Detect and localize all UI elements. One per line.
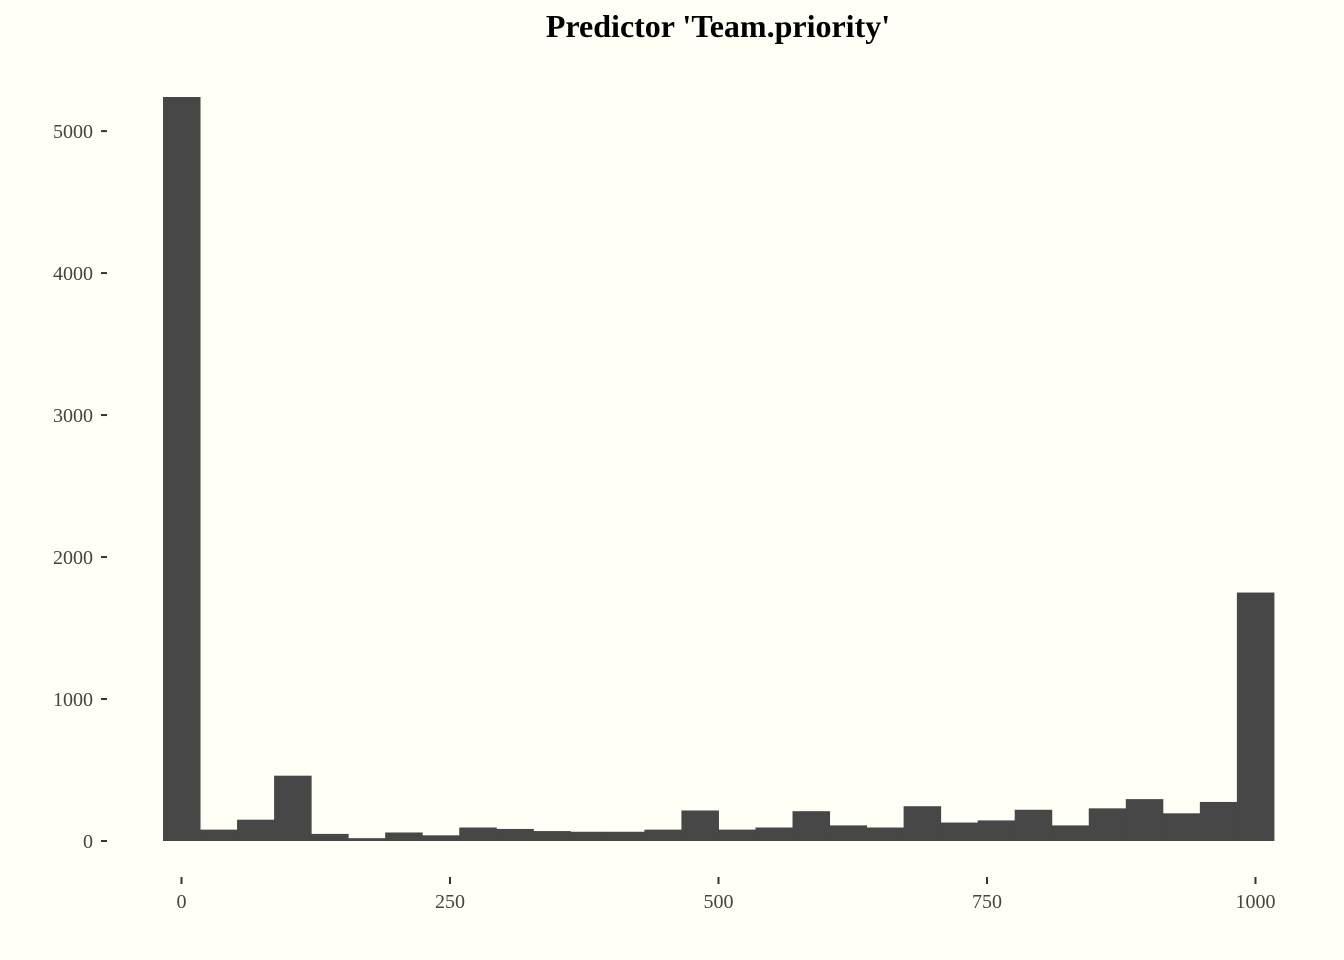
y-tick-label: 5000 — [53, 121, 93, 143]
histogram-bar — [792, 811, 831, 841]
histogram-bar — [977, 820, 1016, 841]
histogram-bar — [829, 825, 868, 841]
histogram-bar — [718, 829, 756, 841]
histogram-bar — [385, 832, 423, 841]
x-tick-label: 500 — [704, 891, 734, 913]
chart-title: Predictor 'Team.priority' — [545, 8, 891, 44]
histogram-bar — [1051, 825, 1090, 841]
y-tick-label: 2000 — [53, 547, 93, 569]
histogram-bar — [237, 819, 275, 841]
y-tick-label: 4000 — [53, 263, 93, 285]
histogram-bar — [1125, 799, 1164, 841]
histogram-bar — [755, 827, 794, 841]
histogram-bar — [1162, 813, 1201, 841]
y-tick-label: 1000 — [53, 689, 93, 711]
histogram-bar — [1236, 592, 1275, 841]
bars-group — [163, 97, 1275, 841]
y-tick-label: 0 — [83, 831, 93, 853]
histogram-bar — [681, 810, 719, 841]
y-tick-label: 3000 — [53, 405, 93, 427]
histogram-bar — [459, 827, 497, 841]
histogram-bar — [570, 831, 608, 841]
x-tick-label: 0 — [177, 891, 187, 913]
histogram-bar — [496, 828, 534, 841]
histogram-bar — [940, 822, 979, 841]
histogram-bar — [311, 833, 349, 841]
histogram-bar — [607, 831, 645, 841]
histogram-bar — [200, 829, 238, 841]
x-tick-label: 250 — [435, 891, 465, 913]
histogram-bar — [644, 829, 682, 841]
y-axis: 0 1000 2000 3000 4000 5000 — [53, 121, 107, 853]
histogram-bar — [1014, 809, 1053, 841]
histogram-bar — [1199, 801, 1238, 841]
x-axis: 0 250 500 750 1000 — [177, 877, 1275, 913]
histogram-bar — [163, 97, 201, 841]
histogram-bar — [348, 838, 386, 841]
histogram-bar — [866, 827, 905, 841]
x-tick-label: 750 — [972, 891, 1002, 913]
histogram-bar — [274, 775, 312, 841]
x-tick-label: 1000 — [1235, 891, 1275, 913]
histogram-bar — [1088, 808, 1127, 841]
histogram-bar — [422, 835, 460, 841]
histogram-bar — [903, 806, 942, 841]
histogram-bar — [533, 831, 571, 841]
